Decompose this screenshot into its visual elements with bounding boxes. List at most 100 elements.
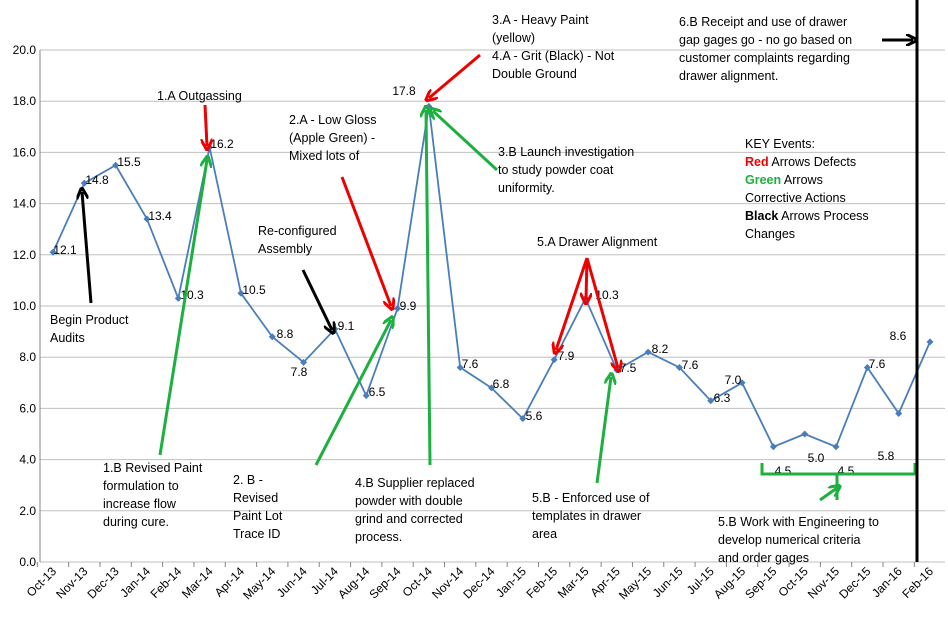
data-label: 7.6: [682, 358, 699, 372]
x-tick-label: Sep-14: [366, 564, 403, 601]
annotation: drawer alignment.: [679, 69, 778, 83]
annotation: customer complaints regarding: [679, 51, 850, 65]
arrow: [314, 320, 391, 466]
annotation: 1.A Outgassing: [157, 89, 242, 103]
x-tick-label: Dec-13: [85, 564, 122, 601]
annotation: 4.B Supplier replaced: [355, 476, 475, 490]
annotation: (yellow): [492, 31, 535, 45]
key-line: KEY Events:: [745, 137, 815, 151]
annotation: formulation to: [103, 479, 179, 493]
data-label: 7.5: [620, 361, 637, 375]
marker: [550, 356, 558, 364]
y-tick-label: 20.0: [13, 43, 37, 57]
data-label: 17.8: [392, 84, 416, 98]
key-line: Corrective Actions: [745, 191, 846, 205]
x-tick-label: Jun-14: [274, 564, 310, 600]
marker: [832, 443, 840, 451]
annotation: (Apple Green) -: [289, 131, 375, 145]
x-tick-label: Mar-14: [179, 564, 216, 601]
marker: [300, 358, 308, 366]
x-tick-label: Oct-14: [400, 564, 436, 600]
data-label: 6.3: [714, 391, 731, 405]
data-label: 5.0: [808, 451, 825, 465]
data-label: 5.6: [526, 409, 543, 423]
data-label: 6.8: [493, 377, 510, 391]
data-label: 6.5: [369, 385, 386, 399]
annotation: Re-configured: [258, 224, 337, 238]
y-tick-label: 2.0: [19, 504, 36, 518]
key-text: Arrows Process: [778, 209, 868, 223]
data-label: 9.9: [400, 299, 417, 313]
x-tick-label: Jan-16: [869, 564, 905, 600]
marker: [112, 161, 120, 169]
data-label: 7.8: [291, 365, 308, 379]
marker: [49, 248, 57, 256]
data-label: 8.6: [890, 329, 907, 343]
arrow: [556, 257, 589, 350]
arrow: [585, 257, 618, 368]
key-text: Corrective Actions: [745, 191, 846, 205]
marker: [488, 384, 495, 392]
x-tick-label: Jun-15: [650, 564, 686, 600]
arrow: [340, 176, 391, 306]
y-tick-label: 14.0: [13, 197, 37, 211]
annotation: area: [532, 527, 557, 541]
key-text: Red: [745, 155, 769, 169]
y-tick-label: 0.0: [19, 555, 36, 569]
y-tick-label: 18.0: [13, 94, 37, 108]
annotation: Audits: [50, 331, 85, 345]
x-tick-label: Nov-15: [805, 564, 842, 601]
annotation: powder with double: [355, 494, 463, 508]
annotation: Revised: [233, 491, 278, 505]
y-tick-label: 8.0: [19, 350, 36, 364]
marker: [394, 305, 402, 313]
data-label: 15.5: [117, 155, 141, 169]
x-tick-label: Aug-15: [711, 564, 748, 601]
marker: [143, 215, 151, 223]
annotation: 5.A Drawer Alignment: [537, 235, 658, 249]
marker: [707, 397, 715, 405]
annotation: 3.A - Heavy Paint: [492, 13, 589, 27]
x-tick-label: Oct-15: [775, 564, 811, 600]
key-line: Changes: [745, 227, 795, 241]
marker: [769, 443, 777, 451]
data-label: 8.2: [652, 342, 669, 356]
data-label: 8.8: [277, 327, 294, 341]
data-label: 7.6: [462, 357, 479, 371]
marker: [80, 179, 88, 187]
x-tick-label: Mar-15: [555, 564, 592, 601]
arrow: [82, 192, 93, 304]
marker: [644, 348, 652, 356]
marker: [801, 430, 809, 438]
annotation: 4.A - Grit (Black) - Not: [492, 49, 615, 63]
annotation: Assembly: [258, 242, 313, 256]
x-tick-label: Sep-15: [742, 564, 779, 601]
annotation: templates in drawer: [532, 509, 641, 523]
data-label: 13.4: [148, 209, 172, 223]
x-tick-label: Feb-15: [523, 564, 560, 601]
data-label: 12.1: [53, 243, 77, 257]
annotation: to study powder coat: [498, 163, 614, 177]
annotation: Begin Product: [50, 313, 129, 327]
annotation: increase flow: [103, 497, 177, 511]
annotation: Trace ID: [233, 527, 280, 541]
x-tick-label: Jan-15: [493, 564, 529, 600]
data-label: 7.9: [558, 349, 575, 363]
key-text: Black: [745, 209, 778, 223]
x-tick-label: Jan-14: [117, 564, 153, 600]
annotation: gap gages go - no go based on: [679, 33, 852, 47]
key-text: Arrows: [781, 173, 823, 187]
data-label: 16.2: [210, 137, 234, 151]
marker: [519, 415, 527, 423]
y-tick-label: 4.0: [19, 453, 36, 467]
key-text: KEY Events:: [745, 137, 815, 151]
annotation: grind and corrected: [355, 512, 463, 526]
arrow: [158, 160, 207, 456]
key-line: Black Arrows Process: [745, 209, 869, 223]
annotation: uniformity.: [498, 181, 555, 195]
key-line: Red Arrows Defects: [745, 155, 856, 169]
arrow: [433, 111, 499, 172]
key-line: Green Arrows: [745, 173, 823, 187]
marker: [738, 379, 746, 387]
